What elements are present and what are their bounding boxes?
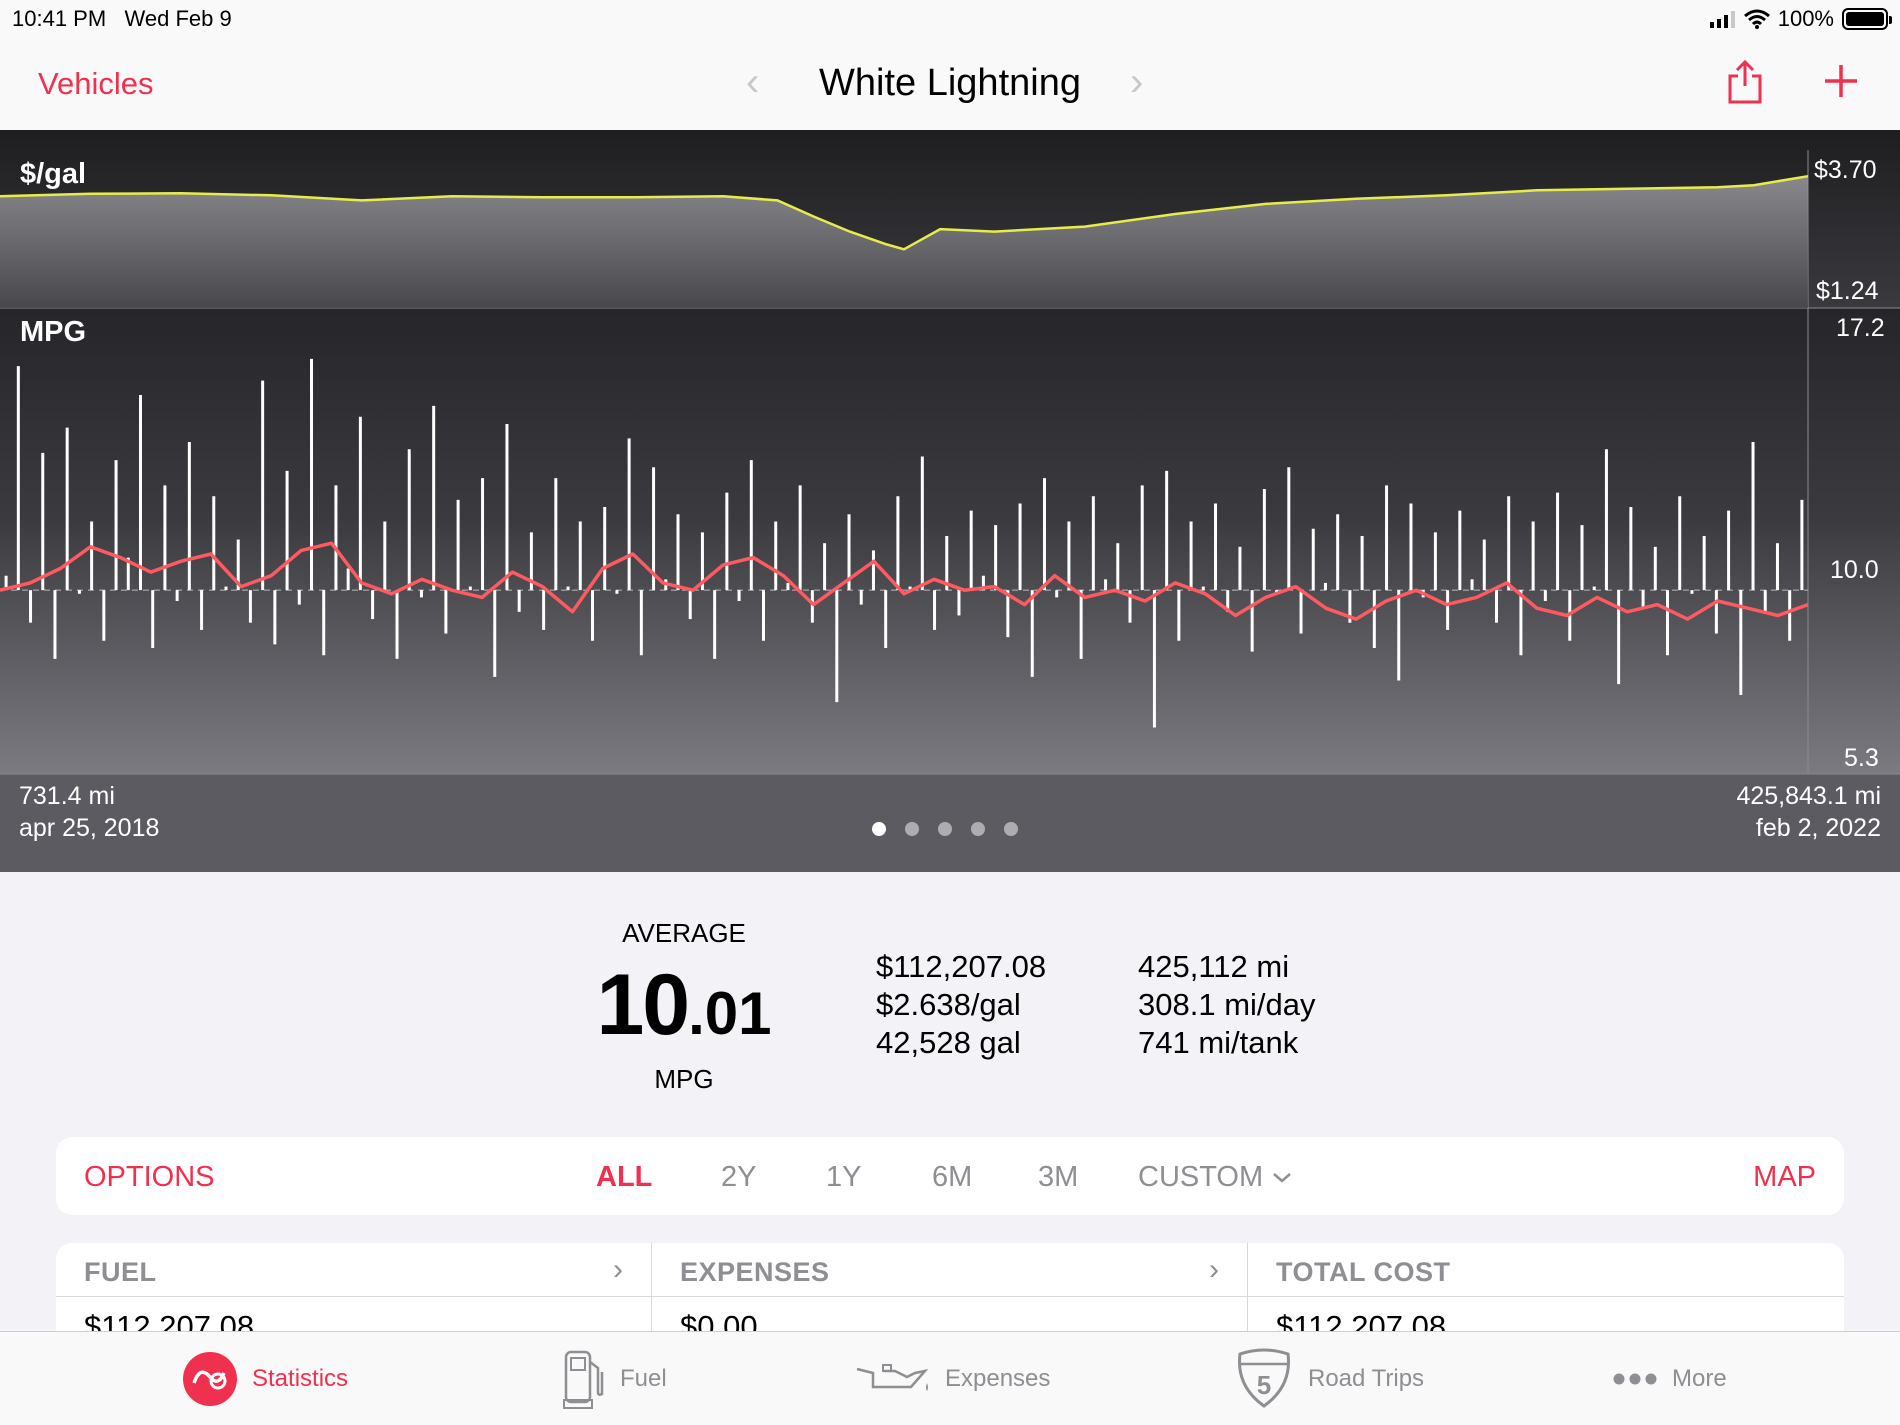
mpg-chart-title: MPG xyxy=(20,316,87,348)
tab-bar: Statistics Fuel Expenses 5 xyxy=(0,1331,1900,1425)
distance-per-tank-stat: 741 mi/tank xyxy=(1138,1025,1299,1060)
price-per-gal-stat: $2.638/gal xyxy=(876,987,1021,1022)
page-title: White Lightning xyxy=(819,62,1081,104)
tab-statistics[interactable]: Statistics xyxy=(182,1332,348,1425)
range-1y-tab[interactable]: 1Y xyxy=(826,1161,862,1193)
interstate-shield-icon: 5 xyxy=(1238,1348,1290,1408)
distance-stats: 425,112 mi 308.1 mi/day 741 mi/tank xyxy=(1138,948,1316,1062)
total-cost-stat: $112,207.08 xyxy=(876,949,1047,984)
average-mpg-value: 10.01 xyxy=(574,956,794,1055)
range-end-date: feb 2, 2022 xyxy=(1755,814,1881,842)
wifi-icon xyxy=(1743,9,1770,29)
status-indicators: 100% xyxy=(1709,6,1892,32)
total-cost-card-header: TOTAL COST xyxy=(1248,1243,1844,1297)
average-unit: MPG xyxy=(654,1064,714,1094)
range-end-distance: 425,843.1 mi xyxy=(1736,782,1881,810)
page-dot[interactable] xyxy=(971,822,985,836)
range-start-label: 731.4 mi apr 25, 2018 xyxy=(19,780,159,844)
chevron-right-icon: › xyxy=(613,1253,623,1286)
tab-expenses-label: Expenses xyxy=(945,1365,1051,1392)
tab-fuel[interactable]: Fuel xyxy=(562,1332,667,1425)
status-date: Wed Feb 9 xyxy=(124,6,232,31)
tab-more[interactable]: More xyxy=(1612,1332,1727,1425)
page-dot[interactable] xyxy=(872,822,886,836)
tab-road-trips[interactable]: 5 Road Trips xyxy=(1234,1332,1424,1425)
battery-icon xyxy=(1842,8,1892,30)
previous-vehicle-chevron-icon[interactable]: ‹ xyxy=(746,60,760,104)
map-button[interactable]: MAP xyxy=(1753,1161,1816,1193)
status-time: 10:41 PM Wed Feb 9 xyxy=(12,6,232,32)
mpg-mid-label: 10.0 xyxy=(1830,556,1879,584)
vehicles-back-button[interactable]: Vehicles xyxy=(38,66,154,101)
price-max-label: $3.70 xyxy=(1814,156,1877,184)
status-clock: 10:41 PM xyxy=(12,6,107,31)
mpg-panel-background xyxy=(0,308,1900,774)
page-dot[interactable] xyxy=(938,822,952,836)
average-mpg-integer: 10 xyxy=(596,957,690,1053)
price-min-label: $1.24 xyxy=(1816,277,1879,305)
add-icon[interactable] xyxy=(1816,56,1866,106)
tab-fuel-label: Fuel xyxy=(620,1365,667,1392)
average-mpg-decimal: .01 xyxy=(688,980,772,1047)
range-start-distance: 731.4 mi xyxy=(19,782,115,810)
options-button[interactable]: OPTIONS xyxy=(84,1161,215,1193)
cellular-signal-icon xyxy=(1709,11,1735,28)
range-end-label: 425,843.1 mi feb 2, 2022 xyxy=(1736,780,1881,844)
more-icon xyxy=(1613,1373,1657,1385)
range-start-date: apr 25, 2018 xyxy=(19,814,160,842)
mpg-average-line xyxy=(0,541,1809,621)
expenses-card-header: EXPENSES › xyxy=(652,1243,1247,1297)
chevron-down-icon xyxy=(1273,1173,1292,1184)
share-icon[interactable] xyxy=(1720,56,1770,106)
next-vehicle-chevron-icon[interactable]: › xyxy=(1130,60,1144,104)
fuel-card-header: FUEL › xyxy=(56,1243,651,1297)
oil-can-icon xyxy=(856,1364,929,1391)
page-dot[interactable] xyxy=(1004,822,1018,836)
page-dot[interactable] xyxy=(905,822,919,836)
total-cost-card: TOTAL COST $112,207.08 xyxy=(1248,1243,1844,1425)
range-custom-label: CUSTOM xyxy=(1138,1161,1264,1193)
average-label: AVERAGE xyxy=(622,918,746,948)
range-3m-tab[interactable]: 3M xyxy=(1038,1161,1079,1193)
summary-section: AVERAGE 10.01 MPG $112,207.08 $2.638/gal… xyxy=(0,872,1900,1132)
tab-road-trips-label: Road Trips xyxy=(1308,1365,1425,1392)
statistics-chart[interactable]: $/gal $3.70 $1.24 MPG 17.2 10.0 5.3 731.… xyxy=(0,130,1900,872)
battery-percent: 100% xyxy=(1777,6,1834,31)
chevron-right-icon: › xyxy=(1209,1253,1219,1286)
price-area-fill xyxy=(0,176,1808,308)
statistics-icon xyxy=(183,1352,237,1406)
price-chart-title: $/gal xyxy=(20,158,87,190)
mpg-max-label: 17.2 xyxy=(1836,314,1885,342)
expenses-card-title: EXPENSES xyxy=(680,1257,830,1287)
range-custom-tab[interactable]: CUSTOM xyxy=(1138,1161,1293,1194)
range-all-tab[interactable]: ALL xyxy=(596,1161,653,1193)
total-cost-card-title: TOTAL COST xyxy=(1276,1257,1451,1287)
mpg-min-label: 5.3 xyxy=(1844,744,1879,772)
chart-canvas xyxy=(0,130,1900,872)
navigation-bar: Vehicles ‹ White Lightning › xyxy=(0,38,1900,130)
svg-text:5: 5 xyxy=(1257,1370,1271,1400)
range-filter-bar: OPTIONS ALL 2Y 1Y 6M 3M CUSTOM MAP xyxy=(56,1137,1844,1215)
tab-more-label: More xyxy=(1672,1365,1727,1392)
cost-stats: $112,207.08 $2.638/gal 42,528 gal xyxy=(876,948,1046,1062)
battery-level xyxy=(1846,12,1884,26)
tab-expenses[interactable]: Expenses xyxy=(855,1332,1050,1425)
tab-statistics-label: Statistics xyxy=(252,1365,349,1392)
fuel-pump-icon xyxy=(563,1350,604,1409)
range-footer-background xyxy=(0,774,1900,872)
total-gal-stat: 42,528 gal xyxy=(876,1025,1021,1060)
price-series-line xyxy=(0,174,1809,251)
range-2y-tab[interactable]: 2Y xyxy=(721,1161,757,1193)
chart-page-control[interactable] xyxy=(872,822,1018,836)
distance-per-day-stat: 308.1 mi/day xyxy=(1138,987,1316,1022)
range-6m-tab[interactable]: 6M xyxy=(932,1161,973,1193)
fuel-card-title: FUEL xyxy=(84,1257,157,1287)
status-bar: 10:41 PM Wed Feb 9 100% xyxy=(0,0,1900,38)
total-distance-stat: 425,112 mi xyxy=(1138,949,1290,984)
